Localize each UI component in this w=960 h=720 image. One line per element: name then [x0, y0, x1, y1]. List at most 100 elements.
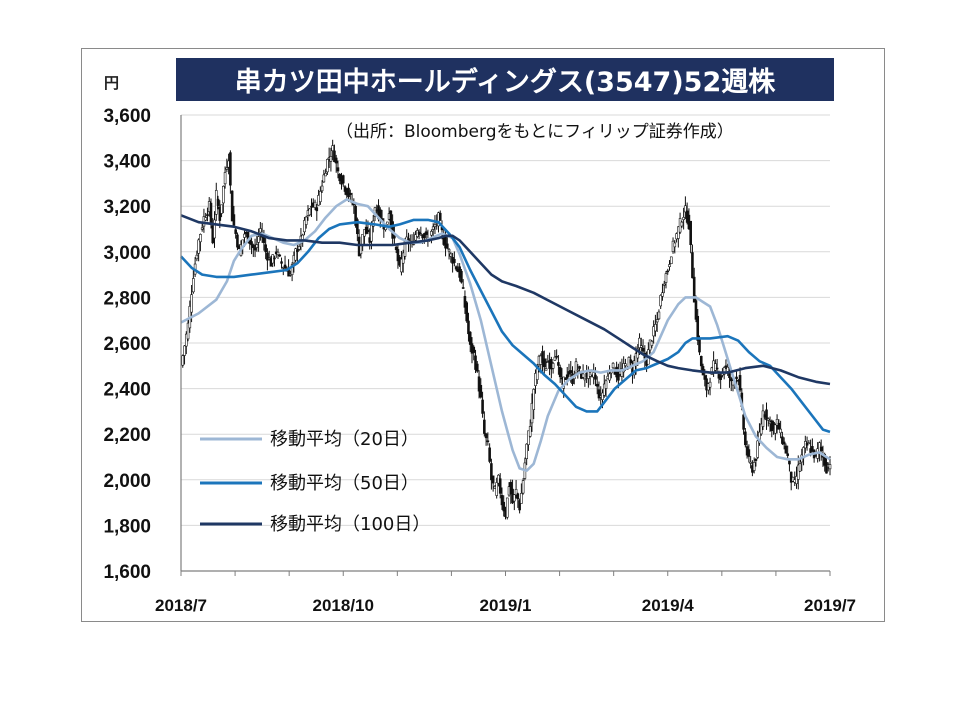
price-body	[389, 210, 393, 225]
price-body	[655, 319, 659, 323]
price-body	[722, 367, 726, 375]
price-body	[629, 359, 633, 364]
price-body	[393, 235, 396, 239]
price-body	[669, 256, 673, 265]
price-body	[724, 365, 728, 368]
y-tick-label: 2,200	[103, 425, 151, 446]
price-body	[650, 340, 654, 346]
y-tick-label: 2,000	[103, 471, 151, 492]
price-body	[611, 362, 615, 369]
ma-line-100	[180, 214, 831, 386]
price-body	[819, 446, 823, 451]
price-body	[204, 217, 207, 221]
price-body	[555, 355, 558, 358]
x-tick-label: 2019/7	[804, 596, 856, 615]
price-body	[698, 338, 701, 353]
price-body	[498, 478, 502, 494]
ma-line-50	[180, 218, 831, 434]
price-body	[602, 383, 606, 396]
price-body	[331, 145, 334, 152]
price-body	[677, 226, 680, 239]
price-body	[673, 242, 677, 248]
price-body	[366, 229, 370, 233]
price-body	[661, 292, 664, 297]
price-body	[419, 233, 423, 235]
price-body	[278, 254, 282, 257]
price-body	[431, 226, 435, 230]
price-body	[719, 375, 722, 380]
price-body	[255, 244, 259, 248]
price-body	[257, 236, 260, 243]
price-body	[266, 252, 269, 261]
price-body	[581, 373, 585, 378]
price-body	[197, 239, 200, 254]
price-body	[396, 249, 400, 262]
price-body	[199, 234, 202, 243]
price-body	[424, 231, 428, 235]
price-body	[474, 355, 477, 370]
price-body	[766, 418, 770, 421]
price-body	[472, 346, 476, 353]
price-body	[749, 461, 752, 464]
price-body	[708, 381, 712, 388]
price-body	[578, 366, 581, 369]
price-body	[779, 428, 782, 434]
price-body	[495, 482, 498, 496]
price-body	[597, 389, 601, 399]
price-body	[513, 494, 516, 502]
price-body	[703, 375, 707, 380]
price-body	[481, 399, 484, 414]
price-body	[796, 464, 800, 480]
price-body	[446, 243, 449, 249]
price-body	[583, 377, 587, 381]
price-body	[234, 229, 237, 234]
price-body	[322, 174, 326, 183]
price-body	[684, 205, 687, 213]
price-body	[604, 380, 608, 389]
y-tick-label: 3,000	[103, 243, 151, 264]
price-body	[336, 167, 340, 172]
price-body	[636, 348, 640, 359]
price-body	[200, 227, 204, 230]
price-body	[276, 251, 280, 256]
x-tick-label: 2018/7	[155, 596, 207, 615]
price-body	[386, 221, 389, 225]
price-body	[294, 248, 297, 261]
price-body	[444, 236, 447, 249]
price-body	[557, 362, 560, 366]
source-note: （出所：Bloombergをもとにフィリップ証券作成）	[336, 122, 734, 142]
price-body	[347, 187, 350, 198]
price-body	[825, 462, 828, 474]
price-body	[541, 351, 544, 363]
price-body	[521, 480, 525, 494]
price-body	[532, 389, 536, 410]
price-body	[525, 443, 528, 459]
price-body	[453, 258, 456, 263]
price-body	[259, 228, 262, 233]
price-body	[236, 234, 239, 248]
price-body	[569, 370, 573, 374]
price-body	[811, 446, 814, 452]
price-body	[654, 324, 657, 332]
price-body	[622, 363, 625, 373]
price-body	[514, 489, 518, 496]
price-body	[273, 257, 276, 260]
price-body	[624, 363, 627, 366]
price-body	[222, 186, 225, 204]
price-body	[576, 369, 580, 372]
price-body	[243, 233, 246, 238]
price-body	[477, 376, 481, 392]
price-body	[608, 373, 611, 381]
price-body	[553, 356, 557, 361]
price-body	[229, 152, 232, 186]
price-body	[252, 244, 255, 249]
price-body	[761, 410, 765, 427]
price-body	[304, 216, 308, 225]
price-body	[447, 249, 451, 252]
price-body	[520, 493, 523, 504]
price-body	[754, 458, 758, 461]
price-body	[788, 460, 791, 465]
price-body	[223, 172, 227, 185]
price-body	[714, 363, 717, 371]
price-body	[729, 378, 733, 382]
